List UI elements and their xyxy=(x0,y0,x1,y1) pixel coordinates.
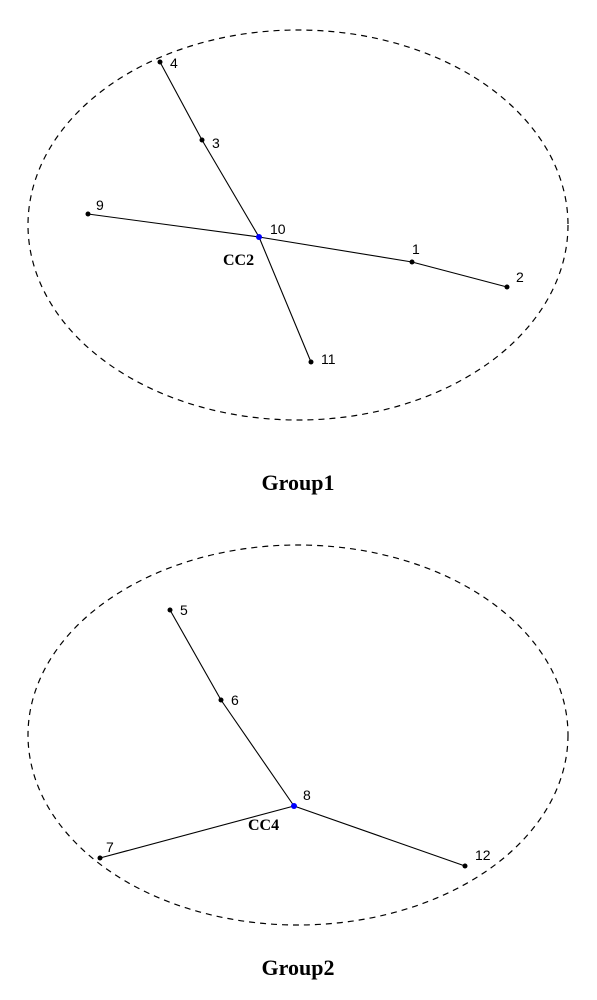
diagram-canvas: 123491011CC2Group1567812CC4Group2 xyxy=(0,0,597,1000)
group2-node-label-7: 7 xyxy=(106,839,114,855)
group1-node-11 xyxy=(309,360,314,365)
group2-node-label-6: 6 xyxy=(231,692,239,708)
group1-edge-n3-n10 xyxy=(202,140,259,237)
group1-node-label-2: 2 xyxy=(516,269,524,285)
group2-node-12 xyxy=(463,864,468,869)
group1-center-label: CC2 xyxy=(223,252,254,269)
group1-node-1 xyxy=(410,260,415,265)
group1-node-label-3: 3 xyxy=(212,135,220,151)
group1-edge-n1-n2 xyxy=(412,262,507,287)
group2-node-label-5: 5 xyxy=(180,602,188,618)
group2-node-6 xyxy=(219,698,224,703)
group1-node-10-center xyxy=(256,234,262,240)
group1-node-label-1: 1 xyxy=(412,241,420,257)
group1-node-label-4: 4 xyxy=(170,55,178,71)
group2-node-label-8: 8 xyxy=(303,787,311,803)
group1-node-4 xyxy=(158,60,163,65)
group2-node-7 xyxy=(98,856,103,861)
group1-node-label-9: 9 xyxy=(96,197,104,213)
group1-edge-n10-n1 xyxy=(259,237,412,262)
group2-node-8-center xyxy=(291,803,297,809)
group1-edge-n9-n10 xyxy=(88,214,259,237)
group1-node-label-10: 10 xyxy=(270,221,286,237)
group1-edge-n10-n11 xyxy=(259,237,311,362)
group1-group: 1 2 3 4 9 10 11 CC2 Group1 xyxy=(28,30,568,495)
group1-node-2 xyxy=(505,285,510,290)
group2-center-label: CC4 xyxy=(248,817,279,834)
group2-edge-n5-n6 xyxy=(170,610,221,700)
group2-node-label-12: 12 xyxy=(475,847,491,863)
group2-label: Group2 xyxy=(262,955,335,980)
group2-edge-n6-n8 xyxy=(221,700,294,806)
group1-node-3 xyxy=(200,138,205,143)
group1-ellipse xyxy=(28,30,568,420)
group1-node-9 xyxy=(86,212,91,217)
group2-ellipse xyxy=(28,545,568,925)
group2-node-5 xyxy=(168,608,173,613)
group1-node-label-11: 11 xyxy=(321,351,336,367)
group2-group: 5 6 7 8 12 CC4 Group2 xyxy=(28,545,568,980)
group1-label: Group1 xyxy=(262,470,335,495)
group1-edge-n4-n3 xyxy=(160,62,202,140)
group2-edge-n8-n12 xyxy=(294,806,465,866)
